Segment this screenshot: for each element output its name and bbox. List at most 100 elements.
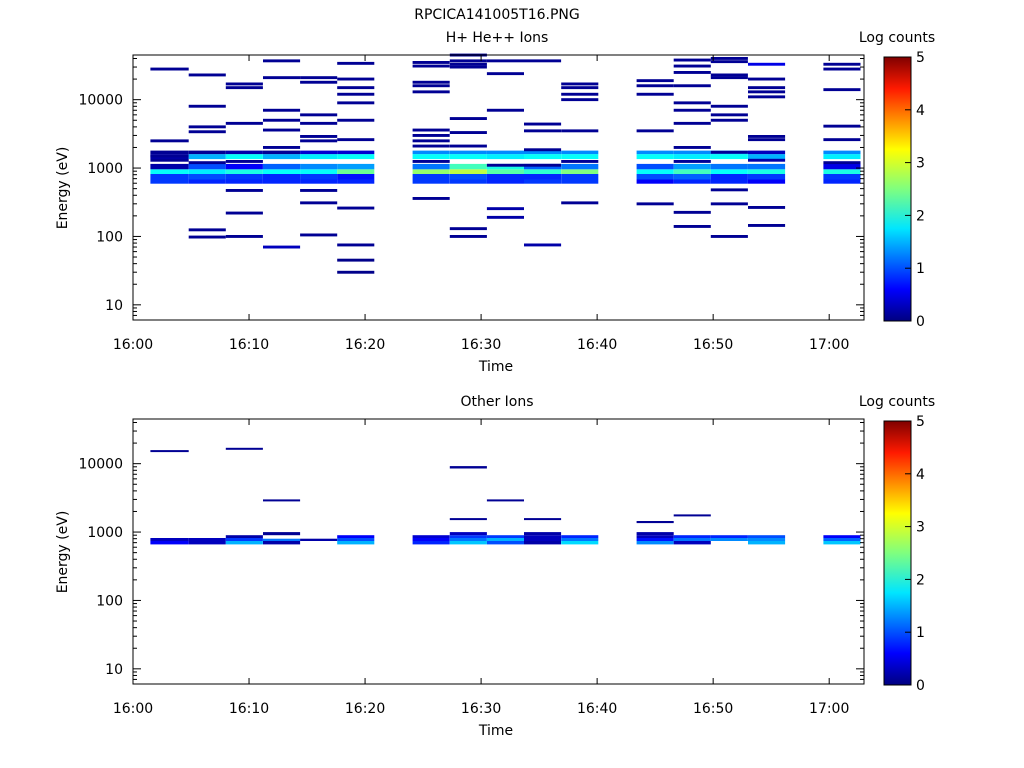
spectrogram-cell xyxy=(150,154,189,158)
spectrogram-cell xyxy=(524,243,562,247)
spectrogram-cell xyxy=(337,92,375,96)
spectrogram-cell xyxy=(263,163,301,170)
spectrogram-cell xyxy=(263,499,301,502)
colorbar xyxy=(883,56,912,322)
spectrogram-cell xyxy=(710,538,748,541)
spectrogram-cell xyxy=(673,541,711,545)
spectrogram-cell xyxy=(225,86,263,90)
spectrogram-cell xyxy=(673,169,711,174)
spectrogram-cell xyxy=(412,541,450,545)
spectrogram-cell xyxy=(188,150,226,155)
spectrogram-cell xyxy=(636,84,674,88)
spectrogram-cell xyxy=(225,154,263,160)
spectrogram-cell xyxy=(412,61,450,64)
spectrogram-cell xyxy=(486,207,524,211)
spectrogram-cell xyxy=(225,150,263,155)
spectrogram-cell xyxy=(188,130,226,134)
spectrogram-cell xyxy=(412,163,450,170)
spectrogram-cell xyxy=(188,174,226,180)
spectrogram-cell xyxy=(486,163,524,167)
spectrogram-cell xyxy=(524,174,562,180)
y-tick-label: 10 xyxy=(105,662,123,678)
spectrogram-cell xyxy=(823,150,861,155)
spectrogram-cell xyxy=(449,117,487,120)
spectrogram-cell xyxy=(449,227,487,231)
spectrogram-cell xyxy=(188,154,226,160)
x-tick-label: 17:00 xyxy=(809,337,849,353)
colorbar-tick-label: 4 xyxy=(916,103,925,119)
spectrogram-cell xyxy=(300,80,338,84)
spectrogram-cell xyxy=(486,538,524,541)
spectrogram-cell xyxy=(449,174,487,180)
spectrogram-cell xyxy=(449,179,487,184)
colorbar-tick-label: 3 xyxy=(916,156,925,172)
spectrogram-cell xyxy=(673,121,711,125)
spectrogram-cell xyxy=(225,541,263,545)
spectrogram-cell xyxy=(337,538,375,541)
spectrogram-cell xyxy=(150,538,189,541)
spectrogram-cell xyxy=(225,121,263,125)
spectrogram-cell xyxy=(449,538,487,541)
x-axis-label: Time xyxy=(478,723,513,739)
spectrogram-cell xyxy=(710,73,748,77)
spectrogram-cell xyxy=(710,169,748,174)
spectrogram-cell xyxy=(561,129,599,133)
spectrogram-cell xyxy=(636,154,674,160)
spectrogram-cell xyxy=(636,163,674,170)
spectrogram-cell xyxy=(225,447,263,450)
spectrogram-cell xyxy=(748,179,786,184)
spectrogram-cell xyxy=(748,541,786,545)
spectrogram-cell xyxy=(524,169,562,174)
spectrogram-cell xyxy=(673,514,711,517)
spectrogram-cell xyxy=(636,521,674,524)
colorbar-label: Log counts xyxy=(859,394,935,410)
spectrogram-cell xyxy=(412,154,450,160)
spectrogram-cell xyxy=(673,160,711,163)
spectrogram-cell xyxy=(823,138,861,142)
spectrogram-cell xyxy=(263,146,301,149)
spectrogram-cell xyxy=(263,59,301,63)
spectrogram-cell xyxy=(337,270,375,274)
spectrogram-cell xyxy=(150,150,189,155)
spectrogram-cell xyxy=(225,535,263,538)
spectrogram-cell xyxy=(823,541,861,545)
spectrogram-cell xyxy=(636,150,674,155)
spectrogram-cell xyxy=(524,122,562,126)
spectrogram-cell xyxy=(188,161,226,165)
colorbar-tick-label: 2 xyxy=(916,572,925,588)
spectrogram-cell xyxy=(748,169,786,174)
spectrogram-cell xyxy=(263,541,301,545)
spectrogram-cell xyxy=(823,62,861,66)
spectrogram-cell xyxy=(188,538,226,541)
spectrogram-cell xyxy=(263,76,301,80)
spectrogram-cell xyxy=(449,154,487,160)
spectrogram-cell xyxy=(673,174,711,180)
spectrogram-cell xyxy=(263,245,301,249)
spectrogram-cell xyxy=(636,129,674,133)
spectrogram-cell xyxy=(710,179,748,184)
spectrogram-cell xyxy=(337,101,375,105)
spectrogram-cell xyxy=(710,57,748,60)
spectrogram-cell xyxy=(524,538,562,541)
spectrogram-cell xyxy=(486,59,524,63)
spectrogram-cells xyxy=(150,53,861,274)
spectrogram-cell xyxy=(300,139,338,143)
spectrogram-cell xyxy=(225,235,263,238)
spectrogram-cell xyxy=(412,160,450,163)
spectrogram-cell xyxy=(561,179,599,184)
spectrogram-cell xyxy=(710,150,748,154)
spectrogram-cell xyxy=(673,101,711,105)
y-axis-label: Energy (eV) xyxy=(55,147,71,230)
colorbar-tick-label: 0 xyxy=(916,678,925,694)
spectrogram-cell xyxy=(337,61,375,65)
x-tick-label: 16:40 xyxy=(577,701,617,717)
spectrogram-cell xyxy=(337,541,375,545)
spectrogram-cell xyxy=(748,538,786,541)
spectrogram-cell xyxy=(748,206,786,209)
y-tick-label: 10 xyxy=(105,298,123,314)
x-tick-label: 16:50 xyxy=(693,701,733,717)
spectrogram-cell xyxy=(337,138,375,142)
spectrogram-cell xyxy=(300,135,338,138)
colorbar-label: Log counts xyxy=(859,30,935,46)
y-tick-label: 100 xyxy=(96,229,123,245)
